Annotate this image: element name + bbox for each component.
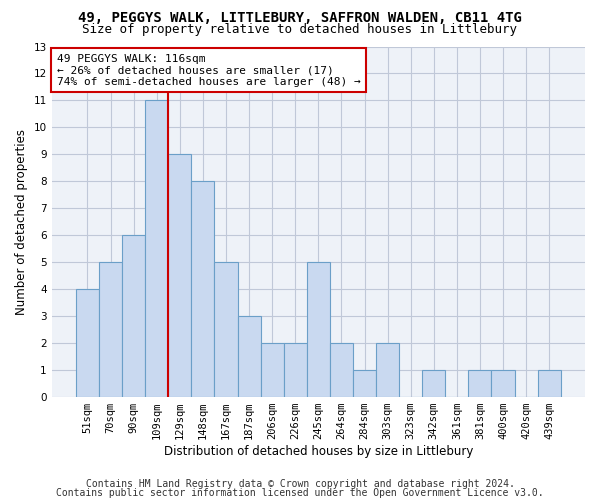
Text: 49, PEGGYS WALK, LITTLEBURY, SAFFRON WALDEN, CB11 4TG: 49, PEGGYS WALK, LITTLEBURY, SAFFRON WAL… [78, 11, 522, 25]
Bar [238, 316, 260, 396]
Bar [99, 262, 122, 396]
Bar [422, 370, 445, 396]
Bar [191, 181, 214, 396]
Text: Contains public sector information licensed under the Open Government Licence v3: Contains public sector information licen… [56, 488, 544, 498]
Bar [376, 342, 399, 396]
Bar [469, 370, 491, 396]
Text: Size of property relative to detached houses in Littlebury: Size of property relative to detached ho… [83, 22, 517, 36]
Bar [76, 289, 99, 397]
Bar [168, 154, 191, 396]
Bar [491, 370, 515, 396]
Bar [214, 262, 238, 396]
Bar [122, 235, 145, 396]
Bar [260, 342, 284, 396]
Bar [538, 370, 561, 396]
Bar [353, 370, 376, 396]
Text: Contains HM Land Registry data © Crown copyright and database right 2024.: Contains HM Land Registry data © Crown c… [86, 479, 514, 489]
Text: 49 PEGGYS WALK: 116sqm
← 26% of detached houses are smaller (17)
74% of semi-det: 49 PEGGYS WALK: 116sqm ← 26% of detached… [57, 54, 361, 86]
Y-axis label: Number of detached properties: Number of detached properties [15, 128, 28, 314]
Bar [284, 342, 307, 396]
X-axis label: Distribution of detached houses by size in Littlebury: Distribution of detached houses by size … [164, 444, 473, 458]
Bar [145, 100, 168, 397]
Bar [307, 262, 330, 396]
Bar [330, 342, 353, 396]
